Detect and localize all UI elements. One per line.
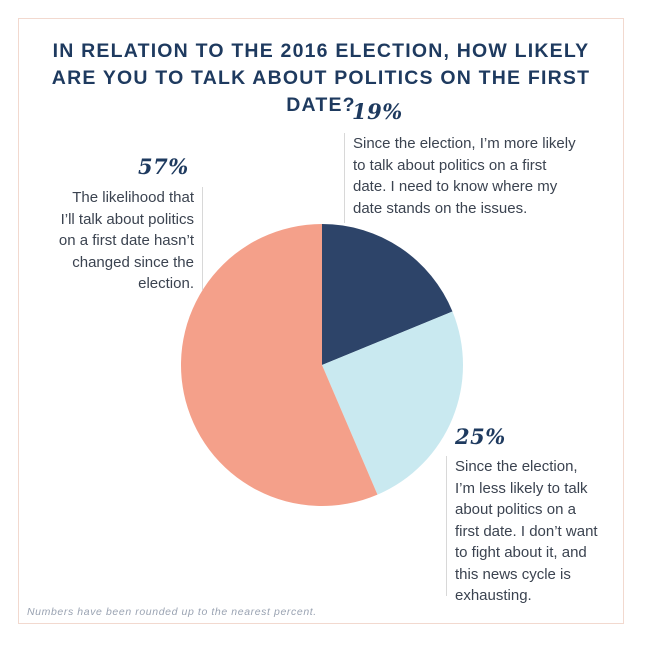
slice-description-25-line-3: about politics on a [455,501,576,518]
pie-slice-57 [180,224,378,506]
footnote: Numbers have been rounded up to the near… [27,606,317,618]
chart-title-line-2: ARE YOU TO TALK ABOUT POLITICS ON THE FI… [51,67,591,116]
slice-description-25-line-4: first date. I don’t want [455,522,598,540]
slice-description-19-line-1: Since the election, I’m more likely [353,135,576,152]
slice-description-25: Since the election, I’m less likely to t… [446,456,598,604]
slice-description-57-line-5: election. [138,275,194,292]
slice-label-57: 57% [138,154,189,179]
slice-description-57-line-2: I’ll talk about politics [60,210,194,228]
slice-description-19-line-3: date. I need to know where my [353,178,558,195]
slice-description-57-line-1: The likelihood that [72,189,194,206]
pie-slice-25 [322,311,464,495]
slice-description-25-line-5: to fight about it, and [455,544,587,561]
chart-title: IN RELATION TO THE 2016 ELECTION, HOW LI… [18,38,624,119]
pie-slice-19 [322,224,453,365]
chart-frame [18,18,624,624]
slice-description-19-line-2: to talk about politics on a first [353,156,547,174]
slice-description-25-line-2: I’m less likely to talk [455,479,588,497]
slice-description-57-line-4: changed since the [72,253,194,271]
slice-label-25: 25% [455,424,506,449]
slice-description-57-line-3: on a first date hasn’t [58,232,194,249]
chart-title-line-1: IN RELATION TO THE 2016 ELECTION, HOW LI… [52,40,590,62]
slice-description-25-line-1: Since the election, [455,458,578,475]
slice-description-19: Since the election, I’m more likely to t… [344,133,576,223]
slice-description-25-line-6: this news cycle is [455,565,571,583]
slice-description-19-line-4: date stands on the issues. [353,199,528,217]
slice-label-19: 19% [352,99,403,124]
slice-description-57: The likelihood that I’ll talk about poli… [34,187,203,292]
slice-description-25-line-7: exhausting. [455,587,532,604]
